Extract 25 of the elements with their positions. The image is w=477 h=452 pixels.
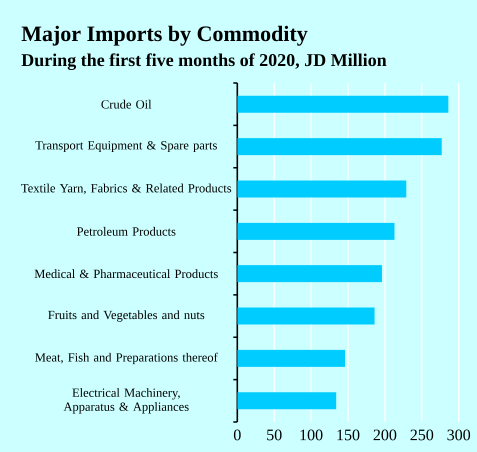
x-tick-label: 50 — [267, 430, 282, 440]
bar — [237, 308, 375, 325]
x-tick-label: 150 — [337, 430, 360, 440]
bar — [237, 96, 448, 113]
y-tick-label: Transport Equipment & Spare parts — [35, 141, 217, 152]
chart-subtitle: During the first five months of 2020, JD Million — [22, 53, 386, 70]
y-tick-label: Petroleum Products — [76, 226, 176, 236]
bar — [237, 138, 442, 156]
x-tick-label: 0 — [234, 430, 241, 440]
bar — [237, 350, 346, 367]
chart-title: Major Imports by Commodity — [22, 26, 308, 46]
x-tick-label: 200 — [374, 430, 396, 440]
y-tick-label: Crude Oil — [101, 100, 152, 109]
x-tick-label: 250 — [410, 430, 434, 440]
x-tick-label: 300 — [447, 430, 470, 440]
y-tick-label: Textile Yarn, Fabrics & Related Products — [21, 184, 232, 194]
bar — [237, 180, 406, 198]
bar — [237, 265, 382, 282]
x-tick-label: 100 — [300, 430, 322, 440]
y-tick-label: Fruits and Vegetables and nuts — [48, 310, 204, 322]
y-tick-label: Medical & Pharmaceutical Products — [34, 269, 218, 278]
bar — [237, 222, 394, 240]
y-tick-label: Electrical Machinery, Apparatus & Appliances — [64, 388, 189, 414]
bar — [237, 392, 336, 410]
y-tick-label: Meat, Fish and Preparations thereof — [35, 352, 218, 364]
